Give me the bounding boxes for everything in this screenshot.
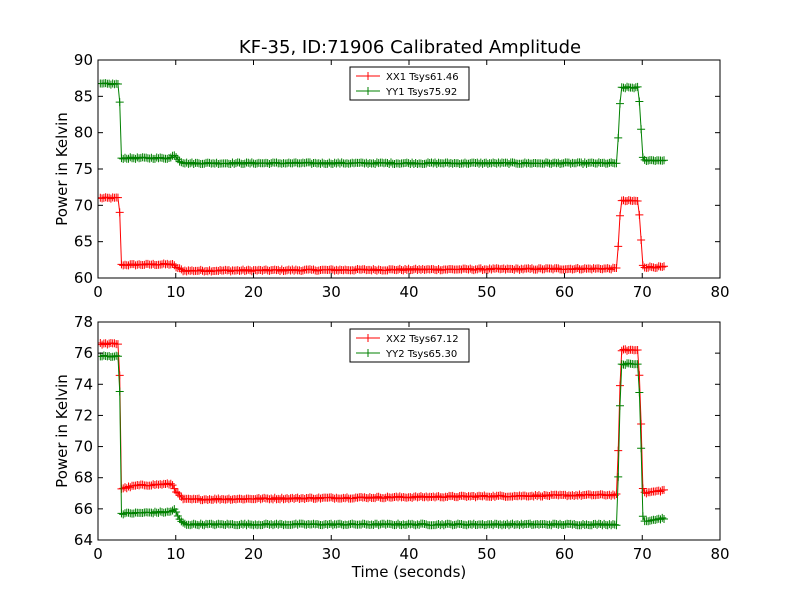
y-axis-label: Power in Kelvin bbox=[53, 374, 71, 488]
x-tick-label: 60 bbox=[555, 283, 574, 301]
legend: XX2 Tsys67.12 YY2 Tsys65.30 bbox=[349, 328, 470, 363]
x-tick-label: 50 bbox=[477, 283, 496, 301]
series-markers bbox=[98, 79, 669, 169]
series-layer bbox=[98, 339, 669, 530]
y-tick-label: 74 bbox=[74, 375, 93, 393]
legend-box bbox=[349, 66, 470, 101]
series-markers bbox=[98, 351, 669, 530]
series-xx1 bbox=[98, 193, 669, 276]
series-layer bbox=[98, 79, 669, 276]
chart-title: KF-35, ID:71906 Calibrated Amplitude bbox=[239, 37, 581, 58]
series-yy2 bbox=[98, 351, 669, 530]
y-tick-label: 75 bbox=[74, 160, 93, 178]
x-tick-label: 70 bbox=[633, 283, 652, 301]
legend-label: YY1 Tsys75.92 bbox=[385, 87, 457, 98]
y-tick-label: 72 bbox=[74, 406, 93, 424]
legend: XX1 Tsys61.46 YY1 Tsys75.92 bbox=[349, 66, 470, 101]
x-tick-label: 20 bbox=[244, 545, 263, 563]
legend-marker bbox=[364, 72, 372, 80]
legend-box bbox=[349, 328, 470, 363]
x-tick-label: 70 bbox=[633, 545, 652, 563]
legend-marker bbox=[364, 87, 372, 95]
bottom-plot-panel: 0 10 20 30 40 50 60 70 80 64 66 68 70 72 74 76 78 Power i… bbox=[53, 313, 730, 581]
y-tick-label: 70 bbox=[74, 438, 93, 456]
legend-marker bbox=[364, 349, 372, 357]
x-tick-label: 60 bbox=[555, 545, 574, 563]
x-tick-label: 10 bbox=[166, 545, 185, 563]
y-tick-label: 64 bbox=[74, 531, 93, 549]
x-tick-label: 30 bbox=[322, 283, 341, 301]
y-axis-label: Power in Kelvin bbox=[53, 112, 71, 226]
y-tick-label: 68 bbox=[74, 469, 93, 487]
x-tick-label: 20 bbox=[244, 283, 263, 301]
y-tick-label: 65 bbox=[74, 233, 93, 251]
series-markers bbox=[98, 193, 669, 276]
legend-label: YY2 Tsys65.30 bbox=[385, 349, 457, 360]
x-tick-label: 0 bbox=[93, 283, 103, 301]
x-axis-label: Time (seconds) bbox=[351, 563, 467, 581]
y-tick-label: 78 bbox=[74, 313, 93, 331]
legend-label: XX1 Tsys61.46 bbox=[386, 72, 459, 83]
y-tick-label: 90 bbox=[74, 51, 93, 69]
x-tick-label: 80 bbox=[710, 283, 729, 301]
y-tick-label: 85 bbox=[74, 87, 93, 105]
top-plot-panel: 0 10 20 30 40 50 60 70 80 60 65 70 75 80 85 90 Power in … bbox=[53, 51, 730, 301]
legend-label: XX2 Tsys67.12 bbox=[386, 334, 459, 345]
x-tick-label: 80 bbox=[710, 545, 729, 563]
x-tick-label: 40 bbox=[399, 545, 418, 563]
x-tick-label: 40 bbox=[399, 283, 418, 301]
x-tick-label: 10 bbox=[166, 283, 185, 301]
series-xx2 bbox=[98, 339, 669, 505]
y-tick-label: 76 bbox=[74, 344, 93, 362]
series-markers bbox=[98, 339, 669, 505]
y-tick-label: 70 bbox=[74, 196, 93, 214]
legend-marker bbox=[364, 334, 372, 342]
y-tick-label: 80 bbox=[74, 124, 93, 142]
series-yy1 bbox=[98, 79, 669, 169]
y-tick-label: 60 bbox=[74, 269, 93, 287]
x-tick-label: 0 bbox=[93, 545, 103, 563]
x-tick-label: 50 bbox=[477, 545, 496, 563]
x-tick-label: 30 bbox=[322, 545, 341, 563]
y-tick-label: 66 bbox=[74, 500, 93, 518]
